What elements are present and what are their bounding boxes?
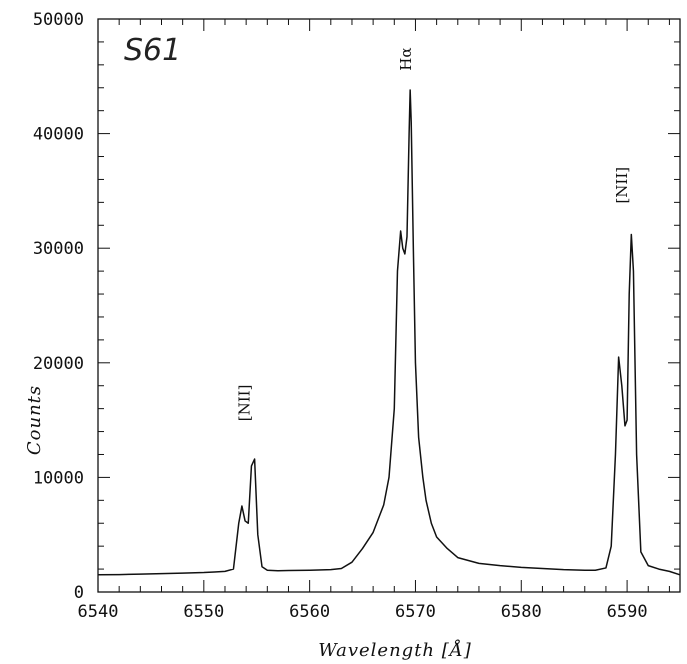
x-axis-ticks: 6540 6550 6560 6570 6580 6590	[78, 19, 670, 622]
y-tick-label: 0	[74, 583, 84, 603]
y-tick-label: 50000	[33, 10, 84, 30]
spectrum-line	[97, 89, 681, 576]
emission-line-label: [NII]	[613, 167, 631, 204]
y-tick-label: 10000	[33, 468, 84, 488]
x-tick-label: 6550	[183, 602, 224, 622]
x-tick-label: 6540	[78, 602, 119, 622]
x-tick-label: 6580	[501, 602, 542, 622]
panel-label: S61	[124, 33, 181, 68]
series-layer	[97, 89, 681, 576]
emission-line-label: [NII]	[235, 385, 253, 422]
x-tick-label: 6560	[289, 602, 330, 622]
y-axis-title: Counts	[24, 385, 45, 455]
x-axis-title: Wavelength [Å]	[318, 639, 472, 661]
y-tick-label: 20000	[33, 354, 84, 374]
x-tick-label: 6590	[607, 602, 648, 622]
line-annotations: [NII] Hα [NII]	[235, 47, 631, 421]
y-tick-label: 30000	[33, 239, 84, 259]
y-tick-label: 40000	[33, 125, 84, 145]
plot-frame	[97, 18, 681, 593]
emission-line-label: Hα	[397, 47, 415, 70]
y-axis-ticks: 0 10000 20000 30000 40000 50000	[33, 10, 680, 603]
x-tick-label: 6570	[395, 602, 436, 622]
